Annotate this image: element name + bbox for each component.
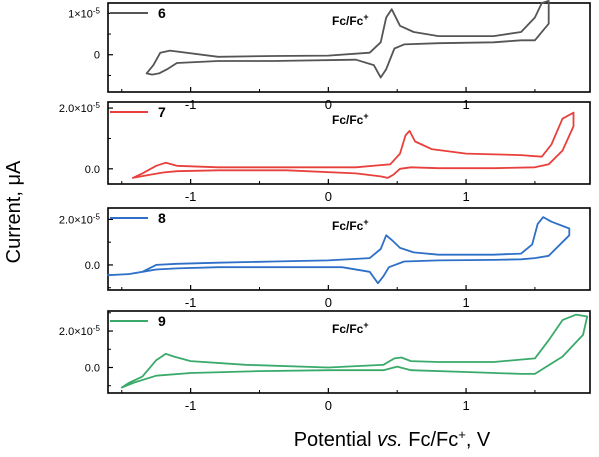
x-tick-label: 1 [462, 189, 469, 204]
plot-frame [107, 2, 591, 93]
y-tick-label: 2.0×10-5 [59, 324, 101, 339]
y-tick-label: 2.0×10-5 [59, 212, 101, 227]
legend-label: 7 [158, 104, 166, 120]
x-tick-label: -1 [185, 295, 197, 310]
plot-frame [107, 207, 591, 291]
x-tick-label: 1 [462, 295, 469, 310]
fc-annotation: Fc/Fc+ [332, 111, 369, 127]
y-tick-label: 2.0×10-5 [59, 101, 101, 116]
y-axis-title: Current, μA [3, 160, 25, 263]
x-tick-label: -1 [185, 398, 197, 413]
plot-frame [107, 101, 591, 185]
y-tick-label: 0.0 [85, 260, 100, 272]
y-tick-label: 0.0 [85, 362, 100, 374]
cv-curve-6 [145, 0, 550, 79]
fc-annotation: Fc/Fc+ [332, 12, 369, 28]
x-tick-label: 1 [462, 97, 469, 112]
legend-label: 8 [158, 210, 166, 226]
x-tick-label: 0 [325, 189, 332, 204]
cv-curve-8 [107, 216, 571, 285]
fc-annotation: Fc/Fc+ [332, 217, 369, 233]
fc-annotation: Fc/Fc+ [332, 320, 369, 336]
y-tick-label: 0.0 [85, 164, 100, 176]
y-tick-label: 1×10-5 [68, 6, 100, 21]
x-tick-label: -1 [185, 189, 197, 204]
legend-label: 9 [158, 313, 166, 329]
cv-curve-7 [131, 111, 575, 179]
legend-label: 6 [158, 5, 166, 21]
x-axis-title: Potential vs. Fc/Fc+, V [294, 427, 491, 452]
x-tick-label: 0 [325, 97, 332, 112]
y-tick-label: 0 [94, 50, 100, 62]
plot-frame [107, 310, 591, 394]
cv-curve-9 [120, 313, 589, 389]
x-tick-label: -1 [185, 97, 197, 112]
x-tick-label: 0 [325, 398, 332, 413]
x-tick-label: 0 [325, 295, 332, 310]
x-tick-label: 1 [462, 398, 469, 413]
